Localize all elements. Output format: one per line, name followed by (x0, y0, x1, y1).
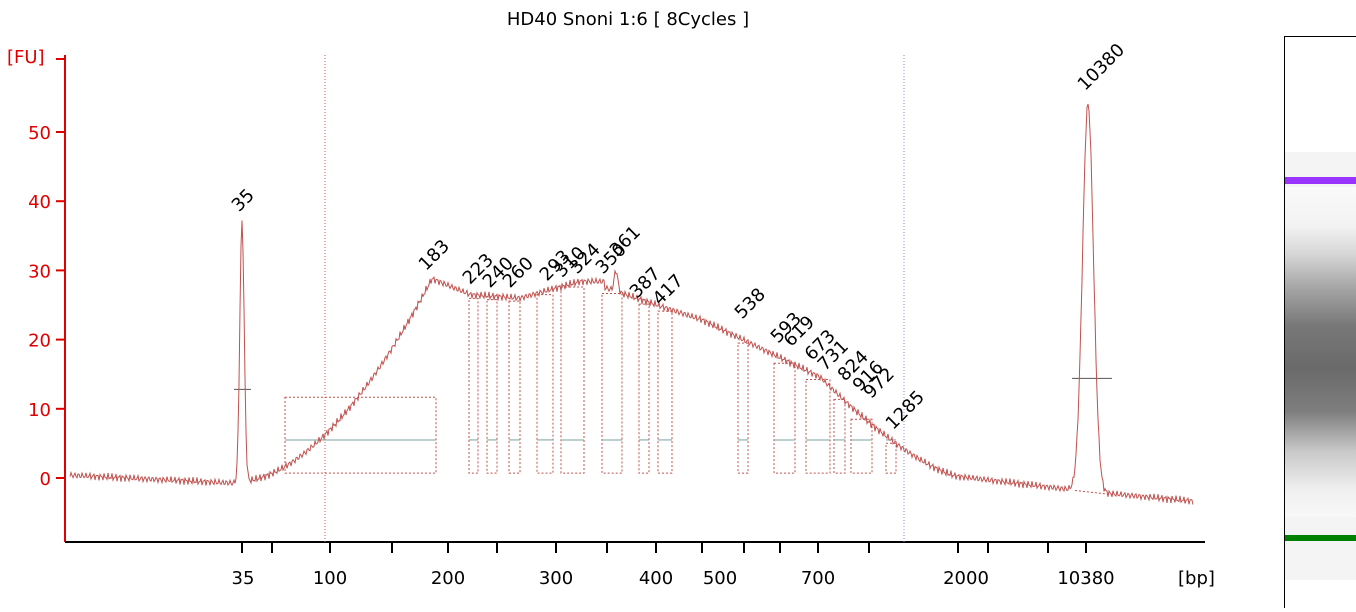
peak-region-boxes (234, 286, 1113, 496)
x-tick-label: 200 (431, 568, 465, 589)
peak-region-box (284, 396, 437, 474)
peak-label: 538 (731, 284, 770, 323)
x-axis-label: [bp] (1178, 568, 1215, 589)
peak-region-box (536, 294, 554, 474)
y-tick-label: 0 (40, 469, 51, 490)
peak-region-box (508, 300, 521, 474)
y-tick-label: 10 (28, 400, 51, 421)
x-tick-label: 10380 (1057, 568, 1114, 589)
y-axis: 0 10 20 30 40 50 (28, 55, 66, 542)
peak-region-box (560, 286, 585, 474)
peak-region-box (885, 442, 897, 474)
peak-region-box (737, 342, 749, 474)
peak-label: 35 (228, 185, 259, 216)
peak-label: 1285 (882, 387, 929, 434)
gel-lane-frame (1284, 36, 1356, 608)
peak-region-box (657, 310, 673, 474)
x-tick-label: 300 (539, 568, 573, 589)
upper-marker-band (1285, 177, 1356, 184)
y-tick-label: 50 (28, 123, 51, 144)
y-axis-label: [FU] (7, 47, 45, 68)
x-tick-label: 400 (639, 568, 673, 589)
electropherogram-trace (69, 103, 1194, 505)
peak-region-box (850, 418, 873, 474)
peak-region-box (468, 297, 479, 474)
chart-title: HD40 Snoni 1:6 [ 8Cycles ] (507, 9, 749, 30)
gel-lane-image (1285, 152, 1356, 580)
x-tick-label: 500 (703, 568, 737, 589)
peak-label: 183 (415, 236, 454, 275)
x-tick-label: 100 (313, 568, 347, 589)
y-tick-label: 30 (28, 261, 51, 282)
x-axis: 35 100 200 300 400 500 700 2000 10380 (65, 541, 1205, 589)
peak-region-box (773, 362, 796, 474)
lower-marker-band (1285, 535, 1356, 541)
peak-region-box (638, 303, 650, 474)
peak-region-box (833, 398, 846, 474)
analysis-window-lines (324, 55, 905, 542)
peak-region-box (601, 292, 623, 474)
y-tick-label: 40 (28, 192, 51, 213)
peak-region-box (805, 378, 831, 474)
y-tick-label: 20 (28, 331, 51, 352)
peak-region-box (486, 299, 498, 474)
peak-label: 10380 (1074, 40, 1129, 95)
x-tick-label: 2000 (943, 568, 989, 589)
x-tick-label: 700 (801, 568, 835, 589)
x-tick-label: 35 (232, 568, 255, 589)
